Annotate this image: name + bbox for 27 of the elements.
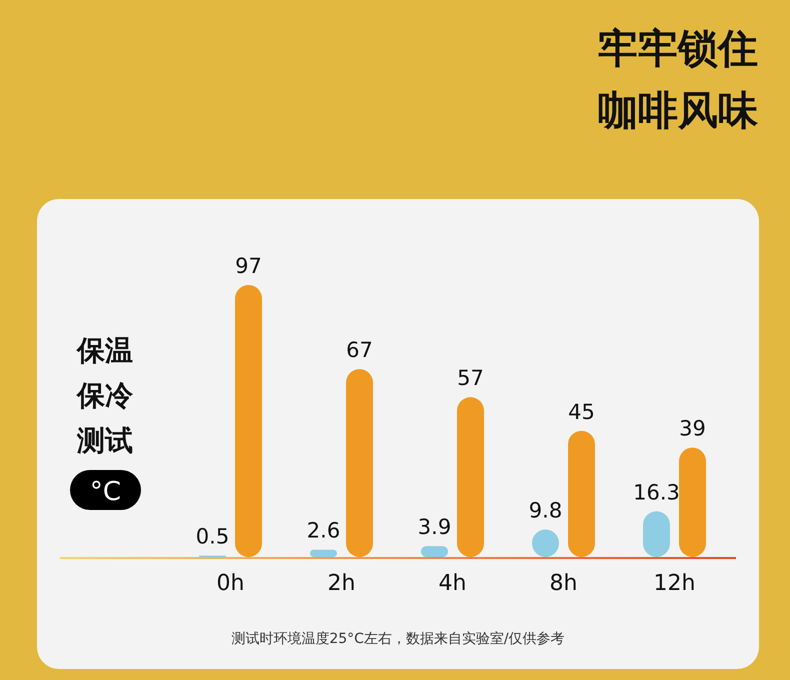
data-label: 57	[457, 366, 484, 390]
bar	[679, 448, 706, 557]
x-tick-label: 8h	[550, 571, 578, 596]
chart-title: 牢牢锁住	[598, 26, 758, 72]
data-label: 97	[235, 254, 262, 278]
bar	[310, 550, 337, 557]
bar	[235, 285, 262, 557]
text: 测试时环境温度25°C左右，数据来自实验室/仅供参考	[231, 631, 565, 647]
data-label: 16.3	[633, 480, 680, 504]
bar	[457, 397, 484, 557]
x-tick-label: 2h	[328, 571, 356, 596]
data-label: 3.9	[418, 515, 452, 540]
data-label: 2.6	[306, 518, 340, 543]
bar	[346, 369, 373, 557]
data-label: 67	[346, 338, 373, 362]
y-axis-title: 保温保冷测试	[76, 334, 134, 457]
data-label: 9.8	[528, 498, 562, 523]
bar	[421, 546, 448, 557]
text: °C	[90, 477, 122, 507]
x-tick-label: 4h	[438, 571, 466, 596]
x-tick-label: 12h	[654, 571, 696, 596]
chart-subtitle: 咖啡风味	[598, 88, 759, 134]
data-label: 0.5	[196, 524, 230, 549]
data-label: 45	[568, 400, 595, 424]
data-label: 39	[679, 416, 706, 441]
x-tick-label: 0h	[216, 571, 244, 596]
bar	[568, 430, 595, 557]
